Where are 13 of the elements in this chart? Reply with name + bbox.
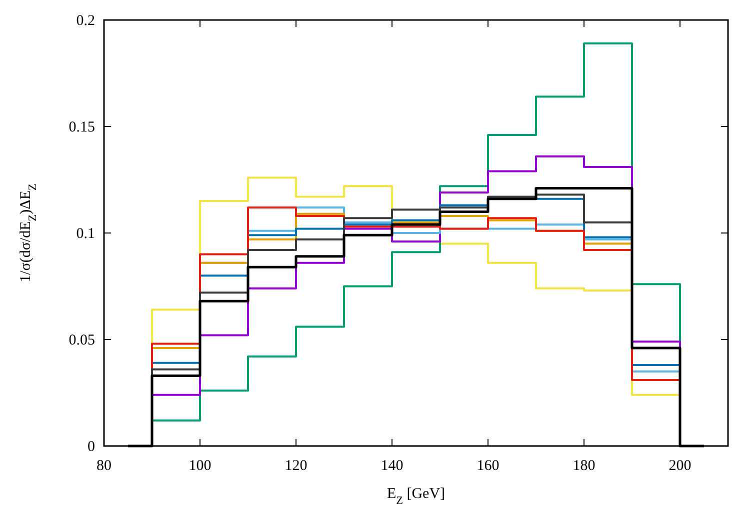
x-axis-title: E$_{Z}$ [GeV] xyxy=(386,486,446,507)
y-tick-label: 0 xyxy=(88,439,95,455)
x-tick-label: 200 xyxy=(668,458,692,474)
x-tick-label: 140 xyxy=(380,458,404,474)
x-tick-label: 120 xyxy=(284,458,308,474)
y-tick-label: 0.05 xyxy=(68,332,95,348)
x-tick-label: 180 xyxy=(572,458,596,474)
y-tick-label: 0.15 xyxy=(68,120,95,136)
x-tick-label: 160 xyxy=(476,458,500,474)
y-tick-label: 0.1 xyxy=(76,226,95,242)
x-tick-label: 100 xyxy=(188,458,212,474)
y-tick-label: 0.2 xyxy=(76,13,95,29)
x-tick-label: 80 xyxy=(96,458,112,474)
